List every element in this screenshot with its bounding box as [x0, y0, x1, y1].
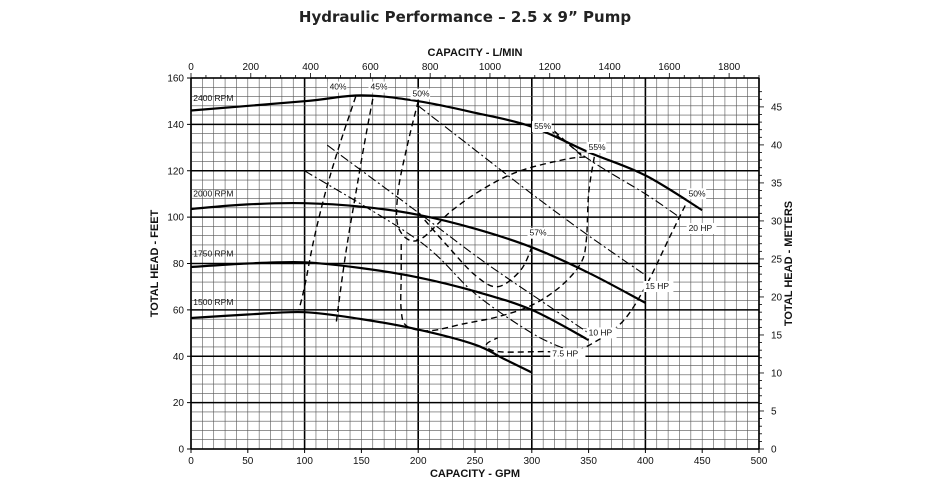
series-label-10-hp-12: 10 HP	[589, 327, 613, 337]
y-tick-label: 60	[173, 305, 185, 316]
x2-tick-label: 200	[242, 62, 259, 73]
speed-curve-2400-rpm-0	[190, 94, 703, 212]
x2-axis-title: CAPACITY - L/MIN	[428, 47, 523, 59]
efficiency-curve-50-10	[485, 205, 686, 354]
speed-curve-1750-rpm-2	[190, 260, 590, 341]
y-tick-label: 20	[173, 398, 185, 409]
y-tick-label: 120	[167, 166, 184, 177]
x-tick-label: 500	[751, 456, 768, 467]
power-curve-15-hp-13	[417, 105, 646, 276]
series-label-45-5: 45%	[370, 82, 387, 92]
x2-tick-label: 800	[422, 62, 439, 73]
chart-title: Hydraulic Performance – 2.5 x 9” Pump	[298, 8, 632, 26]
series-label-2400-rpm-0: 2400 RPM	[193, 93, 233, 103]
x2-tick-label: 0	[188, 62, 194, 73]
y-tick-label: 0	[178, 445, 184, 456]
series-label-50-10: 50%	[689, 188, 706, 198]
x-tick-label: 400	[637, 456, 654, 467]
label-layer: 2400 RPM 2000 RPM 1750 RPM 1500 RPM 40% 45% 50…	[193, 81, 717, 360]
efficiency-curve-50-6	[395, 101, 589, 242]
x-tick-label: 250	[467, 456, 484, 467]
label-bg	[686, 188, 707, 200]
x-tick-label: 450	[694, 456, 711, 467]
series-label-57-9: 57%	[530, 228, 547, 238]
series-label-55-7: 55%	[534, 121, 551, 131]
label-bg	[327, 81, 348, 93]
label-bg	[550, 348, 586, 360]
series-label-7-5-hp-11: 7.5 HP	[552, 348, 578, 358]
efficiency-curve-55-7	[554, 130, 584, 158]
series-label-20-hp-14: 20 HP	[689, 223, 713, 233]
x2-tick-label: 1600	[658, 62, 681, 73]
x2-tick-label: 1800	[718, 62, 741, 73]
efficiency-curve-57-9	[417, 212, 533, 288]
series-label-2000-rpm-1: 2000 RPM	[193, 188, 233, 198]
label-bg	[586, 327, 617, 339]
y2-tick-label: 25	[771, 254, 783, 265]
efficiency-curve-40-4	[298, 96, 357, 311]
y2-tick-label: 35	[771, 178, 783, 189]
series-label-55-8: 55%	[589, 142, 606, 152]
power-curve-10-hp-12	[326, 144, 589, 334]
y2-tick-label: 40	[771, 140, 783, 151]
series-layer	[190, 94, 703, 374]
x-tick-label: 0	[188, 456, 194, 467]
efficiency-curve-45-5	[335, 98, 374, 322]
label-bg	[586, 141, 607, 153]
x2-tick-label: 600	[362, 62, 379, 73]
axes: 0 50 100 150 200 250 300 350 400 450 5000204060801…	[167, 62, 782, 467]
label-bg	[643, 281, 674, 293]
label-bg	[410, 88, 431, 100]
series-label-1500-rpm-3: 1500 RPM	[193, 297, 233, 307]
label-bg	[527, 227, 548, 239]
label-bg	[686, 223, 717, 235]
x-tick-label: 50	[242, 456, 254, 467]
y2-axis-title: TOTAL HEAD - METERS	[783, 201, 795, 326]
y2-tick-label: 45	[771, 102, 783, 113]
series-label-1750-rpm-2: 1750 RPM	[193, 249, 233, 259]
x-axis-title: CAPACITY - GPM	[430, 468, 520, 480]
y2-tick-label: 15	[771, 330, 783, 341]
grid	[190, 77, 760, 450]
x-tick-label: 100	[296, 456, 313, 467]
power-curve-20-hp-14	[542, 123, 680, 218]
y-tick-label: 100	[167, 213, 184, 224]
x2-tick-label: 1200	[539, 62, 562, 73]
x2-tick-label: 1000	[479, 62, 502, 73]
label-bg	[532, 121, 552, 133]
y-tick-label: 160	[167, 74, 184, 85]
x-tick-label: 150	[353, 456, 370, 467]
y-tick-label: 40	[173, 352, 185, 363]
y-axis-title: TOTAL HEAD - FEET	[149, 209, 161, 317]
speed-curve-1500-rpm-3	[190, 310, 533, 374]
x-tick-label: 350	[580, 456, 597, 467]
y2-tick-label: 0	[771, 445, 777, 456]
y2-tick-label: 30	[771, 216, 783, 227]
x2-tick-label: 400	[302, 62, 319, 73]
power-curve-7-5-hp-11	[304, 170, 567, 350]
x-tick-label: 300	[523, 456, 540, 467]
x2-tick-label: 1400	[598, 62, 621, 73]
label-bg	[368, 81, 389, 93]
efficiency-curve-55-8	[400, 156, 595, 332]
series-label-50-6: 50%	[413, 89, 430, 99]
x-tick-label: 200	[410, 456, 427, 467]
series-label-15-hp-13: 15 HP	[645, 281, 669, 291]
y-tick-label: 80	[173, 259, 185, 270]
y2-tick-label: 20	[771, 292, 783, 303]
y2-tick-label: 10	[771, 368, 783, 379]
series-label-40-4: 40%	[330, 82, 347, 92]
y-tick-label: 140	[167, 120, 184, 131]
y2-tick-label: 5	[771, 406, 777, 417]
